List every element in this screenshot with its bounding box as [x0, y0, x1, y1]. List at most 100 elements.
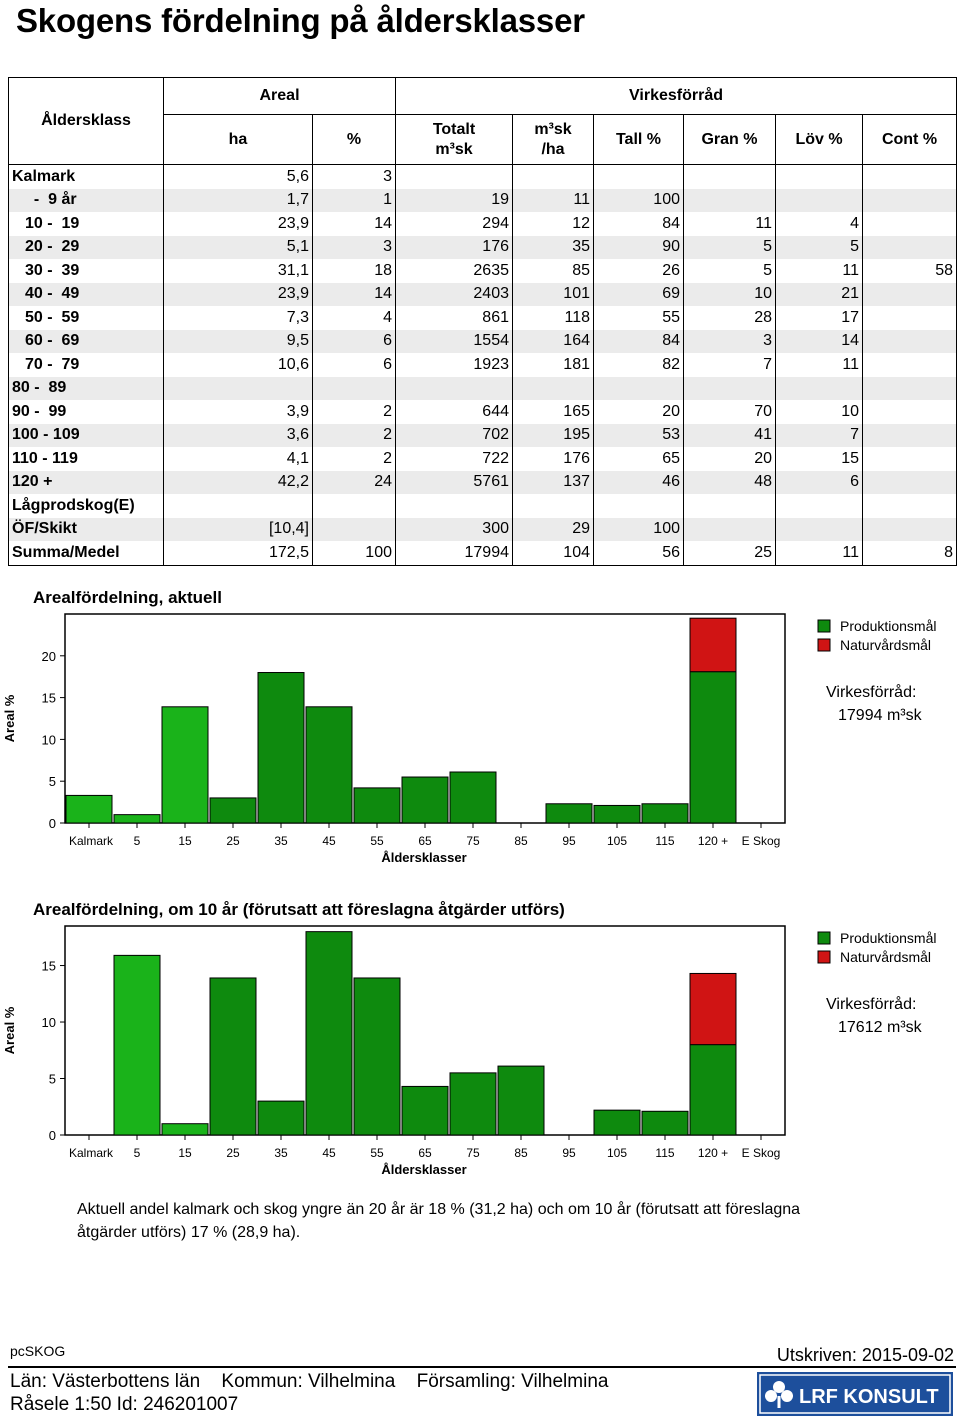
header-virke: Virkesförråd [394, 76, 958, 116]
table-cell: 300 [395, 517, 513, 541]
table-cell: 644 [395, 400, 513, 424]
table-cell: 11 [775, 259, 863, 283]
table-cell [861, 376, 958, 400]
table-cell: 2 [312, 400, 396, 424]
age-class-table: Åldersklass Areal Virkesförråd ha % Tota… [8, 76, 958, 566]
bar-produktion [353, 977, 401, 1136]
table-cell: 195 [512, 423, 594, 447]
row-label: 100 - 109 [8, 423, 164, 447]
table-cell: [10,4] [163, 517, 313, 541]
header-m3ha: m³sk /ha [512, 114, 594, 165]
table-cell: 7 [775, 423, 863, 447]
table-cell [593, 494, 684, 518]
table-cell: 19 [395, 188, 513, 212]
bar-produktion [353, 787, 401, 824]
table-cell: 10 [683, 282, 776, 306]
table-cell [861, 447, 958, 471]
table-cell [395, 376, 513, 400]
footer-forsamling: Församling: Vilhelmina [416, 1371, 609, 1392]
x-tick-label: E Skog [742, 834, 781, 848]
table-cell: 3 [683, 329, 776, 353]
x-axis-label: Åldersklasser [381, 1162, 466, 1177]
table-cell: 10 [775, 400, 863, 424]
y-tick-label: 0 [49, 1128, 56, 1143]
table-row: 60 - 69 9,5 6 1554 164 84 3 14 [8, 329, 958, 353]
row-label: Kalmark [8, 164, 164, 189]
row-label: Lågprodskog(E) [8, 494, 164, 518]
table-cell: 2 [312, 447, 396, 471]
row-label: 20 - 29 [8, 235, 164, 259]
table-cell: 26 [593, 259, 684, 283]
table-cell: 18 [312, 259, 396, 283]
table-cell: 3 [312, 164, 396, 189]
table-cell [775, 188, 863, 212]
row-label: - 9 år [8, 188, 164, 212]
table-cell: 101 [512, 282, 594, 306]
table-cell: 1,7 [163, 188, 313, 212]
logo-text: LRF KONSULT [799, 1386, 939, 1408]
table-cell: 20 [683, 447, 776, 471]
header-pct: % [312, 114, 396, 165]
table-cell: 17994 [395, 541, 513, 566]
table-cell: 17 [775, 306, 863, 330]
row-label: 110 - 119 [8, 447, 164, 471]
bar-produktion [401, 1085, 449, 1136]
bar-produktion [641, 1110, 689, 1136]
header-ha: ha [163, 114, 313, 165]
table-cell: 2635 [395, 259, 513, 283]
table-cell: 82 [593, 353, 684, 377]
table-cell: 294 [395, 212, 513, 236]
table-cell [163, 376, 313, 400]
table-cell: 165 [512, 400, 594, 424]
table-row: Summa/Medel 172,5 100 17994 104 56 25 11 8 [8, 541, 958, 566]
header-totalt: Totalt m³sk [395, 114, 513, 165]
table-cell: 722 [395, 447, 513, 471]
table-body: Kalmark 5,6 3 - 9 år 1,7 1 19 11 100 10 - 19 23,9… [8, 164, 958, 566]
bar-produktion [209, 797, 257, 824]
x-tick-label: 115 [655, 1146, 674, 1160]
table-cell: 4,1 [163, 447, 313, 471]
table-cell [395, 164, 513, 189]
table-cell [683, 376, 776, 400]
table-cell: 48 [683, 470, 776, 494]
x-tick-label: 120 + [698, 834, 728, 848]
table-cell: 85 [512, 259, 594, 283]
row-label: 40 - 49 [8, 282, 164, 306]
table-row: 20 - 29 5,1 3 176 35 90 5 5 [8, 235, 958, 259]
table-cell: 41 [683, 423, 776, 447]
x-tick-label: 25 [226, 834, 240, 848]
table-cell: 3,6 [163, 423, 313, 447]
table-cell: 4 [775, 212, 863, 236]
table-cell: 55 [593, 306, 684, 330]
table-cell: 31,1 [163, 259, 313, 283]
table-cell [593, 164, 684, 189]
table-cell [861, 494, 958, 518]
table-cell: 6 [312, 353, 396, 377]
printed-date: Utskriven: 2015-09-02 [776, 1345, 954, 1365]
table-cell: 1923 [395, 353, 513, 377]
table-row: 70 - 79 10,6 6 1923 181 82 7 11 [8, 353, 958, 377]
table-cell: 3 [312, 235, 396, 259]
table-cell: 176 [512, 447, 594, 471]
bar-produktion [689, 1044, 737, 1136]
table-cell: 104 [512, 541, 594, 566]
table-cell: 1 [312, 188, 396, 212]
x-tick-label: 5 [134, 834, 141, 848]
table-cell: 20 [593, 400, 684, 424]
table-row: 30 - 39 31,1 18 2635 85 26 5 11 58 [8, 259, 958, 283]
bar-produktion [449, 1072, 497, 1136]
table-cell: 23,9 [163, 212, 313, 236]
y-tick-label: 15 [42, 959, 56, 974]
table-cell [775, 376, 863, 400]
row-label: 70 - 79 [8, 353, 164, 377]
x-tick-label: 75 [466, 1146, 480, 1160]
table-cell: 6 [775, 470, 863, 494]
table-cell [312, 517, 396, 541]
table-cell: 28 [683, 306, 776, 330]
table-cell: 137 [512, 470, 594, 494]
table-cell: 9,5 [163, 329, 313, 353]
table-cell [861, 423, 958, 447]
table-cell [861, 306, 958, 330]
table-cell: 11 [775, 541, 863, 566]
table-cell [683, 517, 776, 541]
